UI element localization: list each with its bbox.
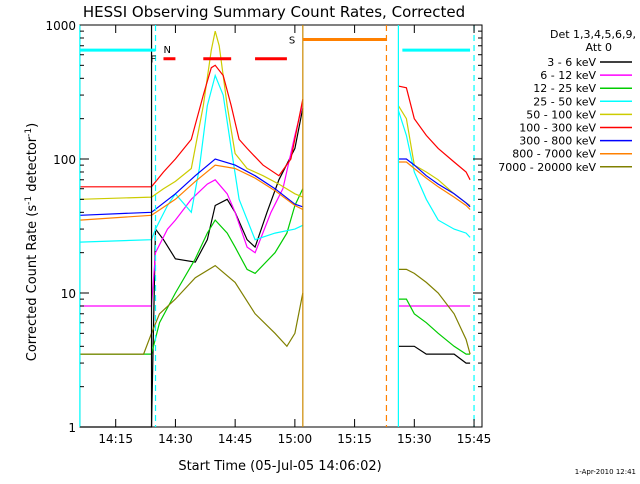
series-line-8 bbox=[79, 164, 304, 221]
saa-label: S bbox=[289, 35, 295, 46]
series-line-7 bbox=[79, 158, 303, 216]
x-axis-label: Start Time (05-Jul-05 14:06:02) bbox=[178, 459, 381, 474]
y-tick-label-3: 100 bbox=[53, 153, 76, 167]
series-line-7-segment-2 bbox=[398, 158, 471, 208]
y-tick-label-4: 1000 bbox=[45, 19, 76, 33]
series-group bbox=[79, 30, 471, 428]
series-line-6-segment-2 bbox=[398, 85, 471, 181]
legend-entry-4: 25 - 50 keV bbox=[533, 95, 596, 108]
legend-entry-5: 50 - 100 keV bbox=[526, 108, 596, 121]
axis-ticks: 14:15 14:30 14:45 15:00 15:15 15:30 15:45 1 10 10… bbox=[45, 19, 491, 446]
n-label: N bbox=[163, 45, 170, 56]
series-line-1-segment-2 bbox=[398, 345, 471, 364]
series-line-9 bbox=[79, 264, 304, 355]
y-tick-label-2: 10 bbox=[61, 287, 76, 301]
legend-header-line2: Att 0 bbox=[586, 41, 612, 54]
y-axis-label-mid: detector bbox=[25, 136, 40, 196]
series-line-5-segment-2 bbox=[397, 105, 471, 207]
y-axis-label-end: ) bbox=[25, 123, 40, 128]
x-tick-label-6: 15:30 bbox=[397, 432, 432, 446]
plot-border bbox=[79, 24, 483, 428]
series-line-2 bbox=[79, 103, 304, 307]
annotation-group: S FN bbox=[79, 25, 475, 427]
y-axis-label-main: Corrected Count Rate (s bbox=[25, 205, 40, 362]
y-axis-label: Corrected Count Rate (s-1 detector-1) bbox=[24, 123, 40, 361]
x-tick-label-3: 14:45 bbox=[218, 432, 253, 446]
legend-entry-3: 12 - 25 keV bbox=[533, 82, 596, 95]
y-axis-label-sup2: -1 bbox=[24, 128, 34, 137]
series-line-5 bbox=[79, 30, 304, 200]
x-tick-label-4: 15:00 bbox=[278, 432, 313, 446]
y-tick-label-1: 1 bbox=[68, 421, 76, 435]
legend-entry-7: 300 - 800 keV bbox=[519, 135, 596, 148]
chart-title: HESSI Observing Summary Count Rates, Cor… bbox=[83, 3, 465, 21]
x-tick-label-1: 14:15 bbox=[98, 432, 133, 446]
y-axis-label-sup1: -1 bbox=[24, 196, 34, 205]
flare-label: F bbox=[150, 55, 156, 66]
x-tick-label-2: 14:30 bbox=[158, 432, 193, 446]
series-line-6 bbox=[79, 64, 304, 188]
series-line-9-segment-2 bbox=[398, 268, 471, 355]
series-line-8-segment-2 bbox=[398, 161, 471, 210]
series-line-3 bbox=[79, 188, 304, 355]
legend-entry-6: 100 - 300 keV bbox=[519, 122, 596, 135]
series-line-4 bbox=[79, 73, 304, 243]
legend-entry-1: 3 - 6 keV bbox=[547, 56, 596, 69]
plot-frame bbox=[79, 24, 483, 428]
series-line-4-segment-2 bbox=[397, 110, 471, 238]
series-line-1 bbox=[79, 107, 304, 428]
legend-header-line1: Det 1,3,4,5,6,9, bbox=[550, 28, 636, 41]
series-line-3-segment-2 bbox=[398, 298, 471, 355]
x-tick-label-7: 15:45 bbox=[457, 432, 492, 446]
legend-entry-2: 6 - 12 keV bbox=[540, 69, 596, 82]
footer-timestamp: 1-Apr-2010 12:41 bbox=[575, 468, 636, 476]
x-tick-label-5: 15:15 bbox=[337, 432, 372, 446]
legend-entry-9: 7000 - 20000 keV bbox=[498, 161, 596, 174]
legend-entry-8: 800 - 7000 keV bbox=[512, 148, 596, 161]
